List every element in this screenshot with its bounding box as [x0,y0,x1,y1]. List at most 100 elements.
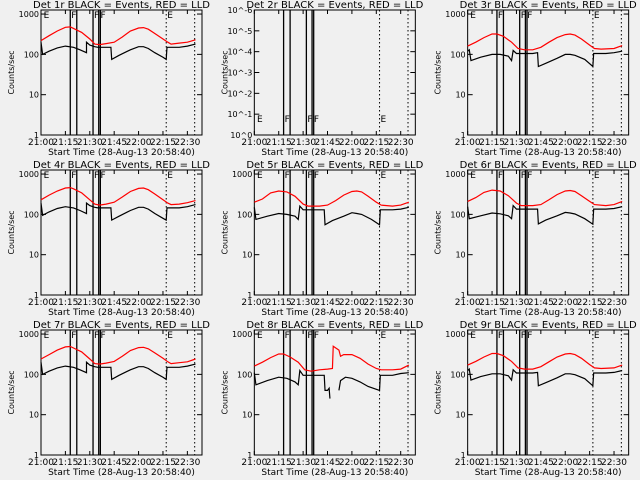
flag-label: F [94,11,99,21]
y-tick-label: 100 [237,370,252,379]
flag-label: F [285,331,290,341]
y-tick-label: 10^-5 [227,27,252,36]
x-tick-label: 22:15 [150,458,176,468]
panel-title: Det 1r BLACK = Events, RED = LLD [33,0,210,11]
panel-title: Det 7r BLACK = Events, RED = LLD [33,320,210,331]
x-tick-label: 22:30 [601,138,627,148]
flag-label: E [470,171,476,181]
flag-label: F [521,11,526,21]
lld-series-line [40,26,196,46]
flag-label: E [381,331,387,341]
flag-label: F [101,11,106,21]
plot-frame [253,9,416,136]
y-tick-label: 10^-3 [227,69,252,78]
panel-title: Det 6r BLACK = Events, RED = LLD [460,160,637,171]
flag-label: F [527,171,532,181]
flag-label: F [94,331,99,341]
flag-label: F [71,331,76,341]
y-axis-label: Counts/sec [7,370,16,414]
x-axis-label: Start Time (28-Aug-13 20:58:40) [475,308,622,318]
x-axis-label: Start Time (28-Aug-13 20:58:40) [48,468,195,478]
panel-title: Det 8r BLACK = Events, RED = LLD [246,320,423,331]
y-tick-label: 1000 [19,10,39,19]
x-tick-label: 21:45 [101,138,127,148]
plot-frame [253,329,416,456]
flag-label: F [498,331,503,341]
y-tick-label: 100 [24,370,39,379]
x-tick-label: 21:00 [455,298,481,308]
x-tick-label: 22:30 [174,458,200,468]
x-tick-label: 22:00 [126,138,152,148]
panel-title: Det 4r BLACK = Events, RED = LLD [33,160,210,171]
panel-det-2: Det 2r BLACK = Events, RED = LLD21:0021:… [220,0,423,158]
flag-label: E [167,331,173,341]
flag-label: E [594,171,600,181]
flag-label: E [257,115,263,125]
x-tick-label: 22:00 [339,298,365,308]
x-tick-label: 21:00 [28,298,54,308]
y-tick-label: 10^0 [230,131,252,140]
x-tick-label: 22:30 [601,298,627,308]
y-axis-label: Counts/sec [7,50,16,94]
events-series-line [40,360,196,381]
x-tick-label: 21:30 [503,138,529,148]
x-axis-label: Start Time (28-Aug-13 20:58:40) [48,148,195,158]
flag-label: F [285,171,290,181]
x-tick-label: 21:30 [503,298,529,308]
y-axis-label: Counts/sec [434,50,443,94]
x-tick-label: 22:00 [552,138,578,148]
plot-frame [253,169,416,296]
flag-label: E [44,171,50,181]
x-tick-label: 21:45 [315,138,341,148]
y-tick-label: 1000 [19,170,39,179]
y-tick-label: 1 [247,451,252,460]
y-tick-label: 1 [34,131,39,140]
events-series-line [467,48,623,68]
x-tick-label: 21:00 [28,138,54,148]
flag-label: F [94,171,99,181]
panel-det-8: Det 8r BLACK = Events, RED = LLD21:0021:… [220,320,423,478]
panel-det-1: Det 1r BLACK = Events, RED = LLD 21:00 21:… [7,0,210,158]
x-tick-label: 21:30 [503,458,529,468]
panel-title: Det 3r BLACK = Events, RED = LLD [460,0,637,11]
x-tick-label: 22:15 [363,458,389,468]
lld-series-line [40,186,196,206]
plot-frame [467,329,630,456]
x-tick-label: 22:30 [601,458,627,468]
x-tick-label: 21:15 [266,138,292,148]
flag-label: F [307,115,312,125]
x-tick-label: 21:15 [266,298,292,308]
flag-label: F [307,331,312,341]
lld-series-line [254,345,410,372]
y-tick-label: 100 [24,210,39,219]
panel-det-5: Det 5r BLACK = Events, RED = LLD21:0021:… [220,160,423,318]
events-series-line [467,367,623,388]
flag-label: F [498,11,503,21]
x-tick-label: 22:15 [363,138,389,148]
flag-label: F [101,171,106,181]
flag-label: E [44,331,50,341]
y-tick-label: 1000 [445,330,465,339]
flag-label: E [257,171,263,181]
y-tick-label: 1 [247,291,252,300]
flag-label: E [167,11,173,21]
flag-label: E [381,115,387,125]
flag-label: F [71,171,76,181]
x-tick-label: 22:30 [174,138,200,148]
events-series-line [253,204,409,226]
flag-label: E [167,171,173,181]
events-series-line [40,40,196,61]
y-tick-label: 100 [450,370,465,379]
y-tick-label: 10 [455,251,465,260]
y-tick-label: 10^-4 [227,48,252,57]
y-tick-label: 10 [29,91,39,100]
y-axis-label: Counts/sec [220,50,229,94]
flag-label: E [594,11,600,21]
flag-label: E [470,331,476,341]
y-tick-label: 10 [29,411,39,420]
x-tick-label: 22:15 [577,298,603,308]
y-tick-label: 1000 [232,170,252,179]
x-axis-label: Start Time (28-Aug-13 20:58:40) [475,468,622,478]
y-axis-label: Counts/sec [7,210,16,254]
x-tick-label: 22:30 [388,458,414,468]
